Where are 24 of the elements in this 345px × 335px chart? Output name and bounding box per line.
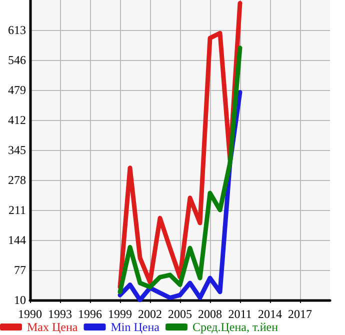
y-tick-label: 77 (14, 263, 26, 277)
x-tick-label: 2011 (228, 307, 252, 321)
x-tick-label: 2008 (198, 307, 222, 321)
y-tick-label: 278 (8, 173, 26, 187)
y-tick-label: 10 (14, 293, 26, 307)
legend-label: Min Цена (110, 320, 160, 334)
line-series (118, 46, 242, 294)
x-tick-label: 1993 (48, 307, 72, 321)
legend-label: Max Цена (27, 320, 78, 334)
x-tick-label: 2014 (258, 307, 282, 321)
y-tick-label: 345 (8, 143, 26, 157)
x-tick-label: 2005 (168, 307, 192, 321)
y-tick-label: 613 (8, 23, 26, 37)
legend-label: Сред.Цена, т.йен (192, 320, 279, 334)
y-tick-label: 412 (8, 113, 26, 127)
y-tick-label: 211 (8, 203, 26, 217)
x-tick-label: 2002 (138, 307, 162, 321)
x-tick-label: 1996 (78, 307, 102, 321)
x-tick-label: 2017 (288, 307, 312, 321)
y-tick-label: 144 (8, 233, 26, 247)
x-tick-label: 1999 (108, 307, 132, 321)
x-tick-label: 1990 (18, 307, 42, 321)
y-tick-label: 479 (8, 83, 26, 97)
y-tick-label: 546 (8, 53, 26, 67)
